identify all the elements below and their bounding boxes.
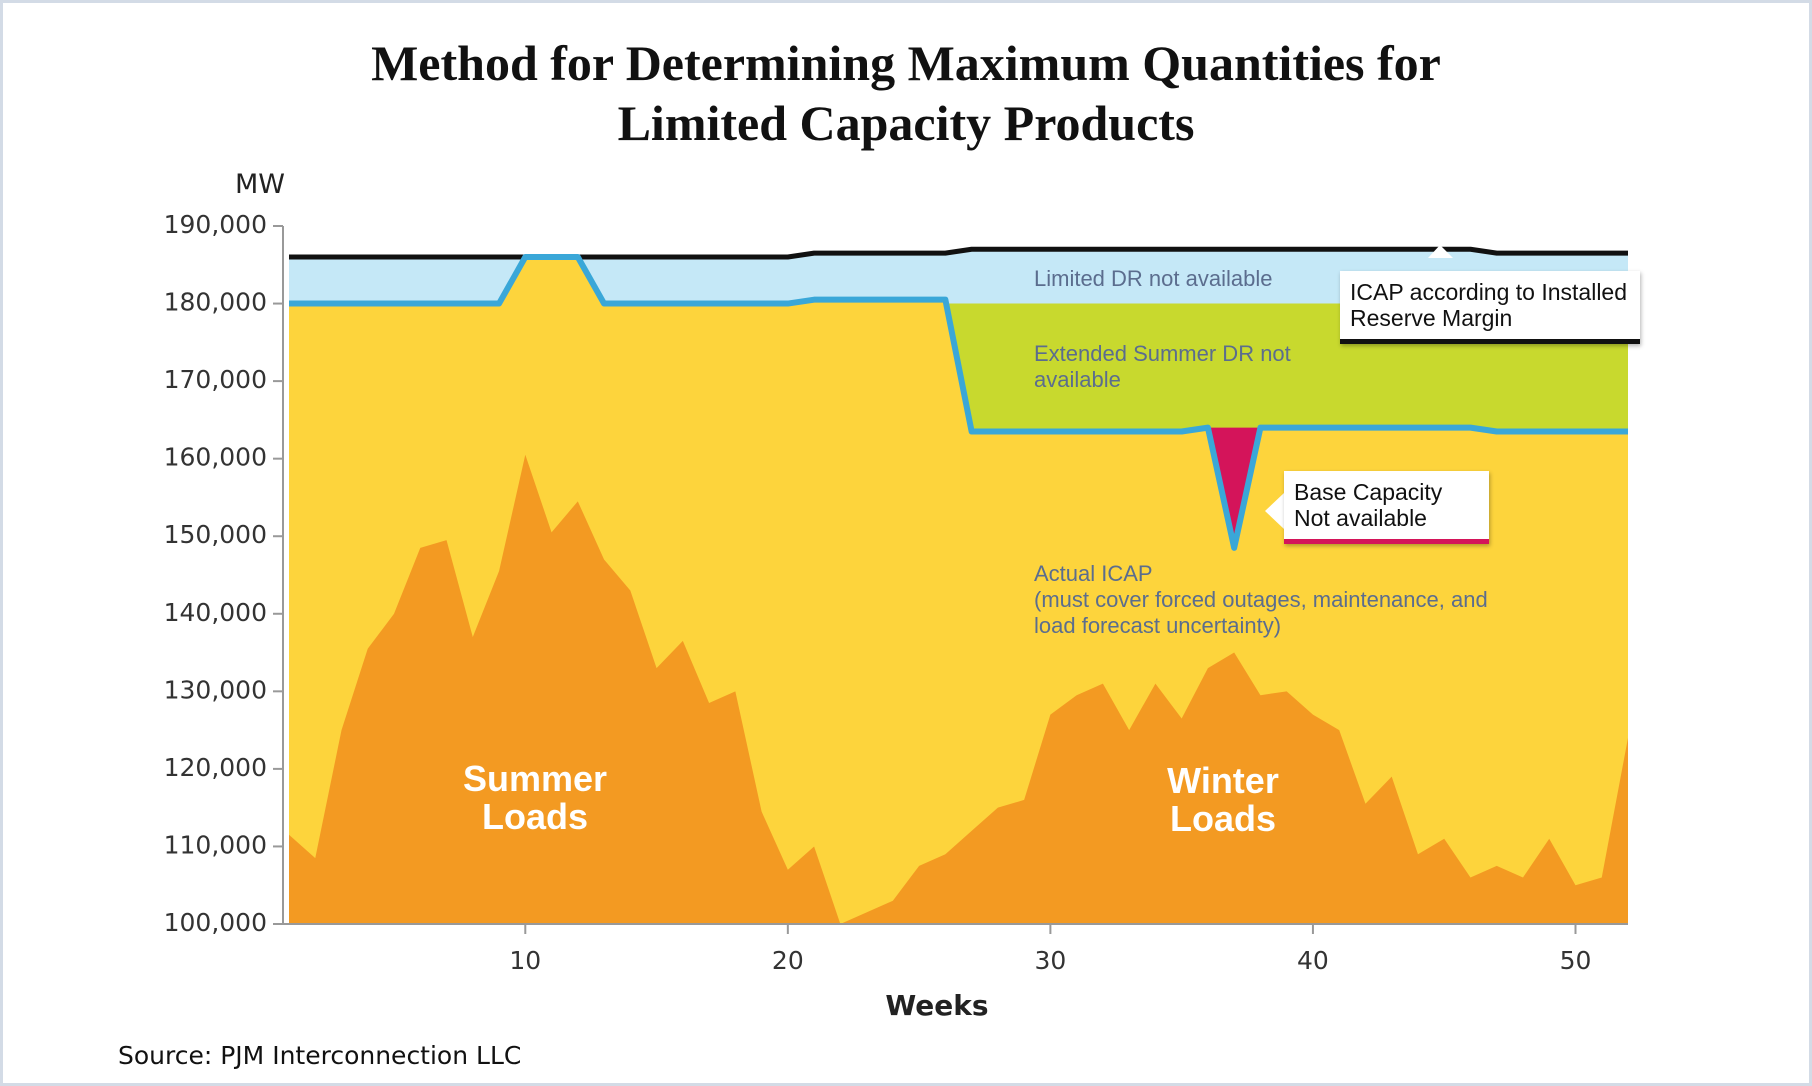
series-label: Extended Summer DR not available <box>1034 341 1291 392</box>
y-tick-label: 100,000 <box>164 908 267 937</box>
y-tick-label: 160,000 <box>164 443 267 472</box>
x-tick-label: 40 <box>1297 946 1329 975</box>
title-wrap: Method for Determining Maximum Quantitie… <box>3 33 1809 153</box>
annotation: Winter Loads <box>1167 760 1279 839</box>
callout-pointer <box>1428 245 1453 258</box>
lines <box>289 246 1628 551</box>
annotation: (must cover forced outages, maintenance,… <box>1034 587 1488 638</box>
y-tick-label: 170,000 <box>164 365 267 394</box>
chart-title: Method for Determining Maximum Quantitie… <box>371 35 1441 151</box>
line <box>289 246 1628 260</box>
y-tick-label: 190,000 <box>164 210 267 239</box>
series-label: Base Capacity Not available <box>1284 471 1489 544</box>
annotation: Summer Loads <box>462 758 608 837</box>
line <box>289 254 1628 551</box>
y-tick-label: 180,000 <box>164 288 267 317</box>
y-tick-label: 130,000 <box>164 675 267 704</box>
x-tick-label: 20 <box>772 946 804 975</box>
y-axis-label: MW <box>235 169 285 200</box>
y-tick-label: 140,000 <box>164 598 267 627</box>
callout-pointer <box>1265 493 1284 529</box>
series-label: ICAP according to Installed Reserve Marg… <box>1340 271 1640 344</box>
annotation: Limited DR not available <box>1034 266 1273 291</box>
series-label: Actual ICAP <box>1034 561 1153 586</box>
y-tick-label: 120,000 <box>164 753 267 782</box>
area <box>289 454 1628 924</box>
x-tick-label: 30 <box>1034 946 1066 975</box>
x-tick-label: 10 <box>509 946 541 975</box>
source: Source: PJM Interconnection LLC <box>118 1041 521 1070</box>
x-axis-label: Weeks <box>885 989 988 1022</box>
y-tick-label: 150,000 <box>164 520 267 549</box>
y-tick-label: 110,000 <box>164 830 267 859</box>
areas <box>289 249 1628 924</box>
x-tick-label: 50 <box>1560 946 1592 975</box>
chart: MW Weeks Source: PJM Interconnection LLC… <box>118 169 1628 1070</box>
